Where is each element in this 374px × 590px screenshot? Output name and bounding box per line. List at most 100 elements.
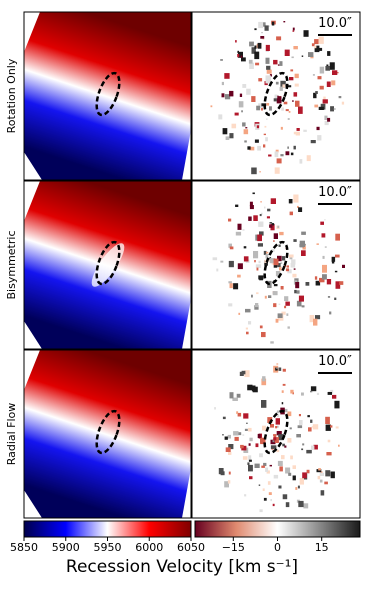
residual-pixel xyxy=(241,370,246,375)
scale-bar-label: 10.0″ xyxy=(318,16,352,31)
residual-pixel xyxy=(221,81,224,86)
residual-pixel xyxy=(301,448,304,451)
residual-pixel xyxy=(315,91,318,94)
residual-pixel xyxy=(291,56,294,59)
residual-pixel xyxy=(286,265,289,268)
residual-pixel xyxy=(269,224,273,228)
residual-pixel xyxy=(282,84,286,88)
model-panel xyxy=(23,349,192,519)
residual-pixel xyxy=(295,282,300,289)
residual-pixel xyxy=(302,443,305,446)
residual-pixel xyxy=(281,455,285,460)
residual-pixel xyxy=(268,260,271,262)
residual-pixel xyxy=(276,449,280,453)
residual-pixel xyxy=(288,472,292,476)
residual-pixel xyxy=(326,452,332,456)
residual-pixel xyxy=(331,256,336,262)
residual-pixel xyxy=(299,240,305,247)
colorbar-tick-label: 5950 xyxy=(94,541,122,554)
residual-pixel xyxy=(292,30,295,32)
residual-pixel xyxy=(317,135,322,141)
residual-pixel xyxy=(309,315,315,323)
residual-pixel xyxy=(279,87,283,91)
residual-pixel xyxy=(263,250,267,255)
residual-pixel xyxy=(284,445,287,448)
residual-pixel xyxy=(242,229,245,231)
residual-pixel xyxy=(290,69,294,72)
residual-pixel xyxy=(265,57,270,64)
residual-pixel xyxy=(261,107,263,111)
residual-pixel xyxy=(237,50,239,53)
residual-pixel xyxy=(224,94,231,100)
residual-pixel xyxy=(319,47,323,51)
residual-pixel xyxy=(256,125,260,129)
residual-pixel xyxy=(322,264,327,273)
residual-pixel xyxy=(278,434,284,441)
residual-pixel xyxy=(287,118,290,120)
residual-pixel xyxy=(270,341,274,344)
residual-pixel xyxy=(317,76,322,80)
residual-pixel xyxy=(251,96,256,102)
residual-pixel xyxy=(258,78,263,82)
residual-pixel xyxy=(273,437,277,441)
residual-pixel xyxy=(292,27,295,31)
residual-pixel xyxy=(260,212,263,215)
residual-pixel xyxy=(268,154,272,157)
residual-pixel xyxy=(237,412,242,417)
residual-pixel xyxy=(291,259,296,265)
residual-pixel xyxy=(281,402,284,405)
residual-pixel xyxy=(240,444,244,449)
residual-pixel xyxy=(210,105,213,108)
residual-pixel xyxy=(257,145,261,151)
residual-pixel xyxy=(327,117,331,122)
residual-pixel xyxy=(236,411,239,414)
residual-pixel xyxy=(314,45,320,53)
residual-pixel xyxy=(281,107,284,111)
residual-pixel xyxy=(249,476,253,480)
aperture-ellipse xyxy=(95,240,121,286)
residual-pixel xyxy=(339,281,344,285)
residual-pixel xyxy=(270,224,275,231)
residual-pixel xyxy=(238,101,244,108)
residual-pixel xyxy=(288,111,291,113)
residual-pixel xyxy=(285,301,290,306)
residual-pixel xyxy=(277,64,280,66)
residual-pixel xyxy=(307,415,310,418)
residual-pixel xyxy=(271,21,275,26)
residual-pixel xyxy=(318,468,321,471)
residual-pixel xyxy=(261,400,267,408)
residual-pixel xyxy=(324,219,326,221)
residual-pixel xyxy=(224,481,229,488)
residual-pixel xyxy=(256,105,261,111)
residual-pixel xyxy=(237,432,242,436)
residual-pixel xyxy=(264,125,267,128)
residual-pixel xyxy=(295,100,300,107)
residual-pixel xyxy=(228,260,234,268)
residual-pixel xyxy=(278,303,281,305)
residual-pixel xyxy=(228,243,232,248)
residual-pixel xyxy=(338,96,342,99)
residual-panel: 10.0″ xyxy=(191,349,361,519)
residual-pixel xyxy=(282,494,288,500)
residual-pixel xyxy=(288,199,293,204)
residual-pixel xyxy=(285,268,289,272)
residual-pixel xyxy=(287,269,292,274)
residual-pixel xyxy=(312,424,319,430)
residual-pixel xyxy=(228,303,233,307)
residual-pixel xyxy=(287,146,289,149)
residual-pixel xyxy=(320,490,325,496)
residual-pixel xyxy=(265,254,269,259)
residual-pixel xyxy=(316,469,322,473)
residual-pixel xyxy=(247,462,250,465)
residual-pixel xyxy=(273,303,277,308)
residual-pixel xyxy=(266,216,270,219)
residual-pixel xyxy=(235,40,237,43)
residual-pixel xyxy=(330,106,334,112)
residual-pixel xyxy=(279,231,284,236)
colorbar-tick-label: −15 xyxy=(222,541,245,554)
residual-pixel xyxy=(285,109,289,112)
residual-pixel xyxy=(290,455,293,460)
residual-pixel xyxy=(235,204,239,207)
residual-pixel xyxy=(262,488,265,491)
panel-frame xyxy=(23,349,192,519)
